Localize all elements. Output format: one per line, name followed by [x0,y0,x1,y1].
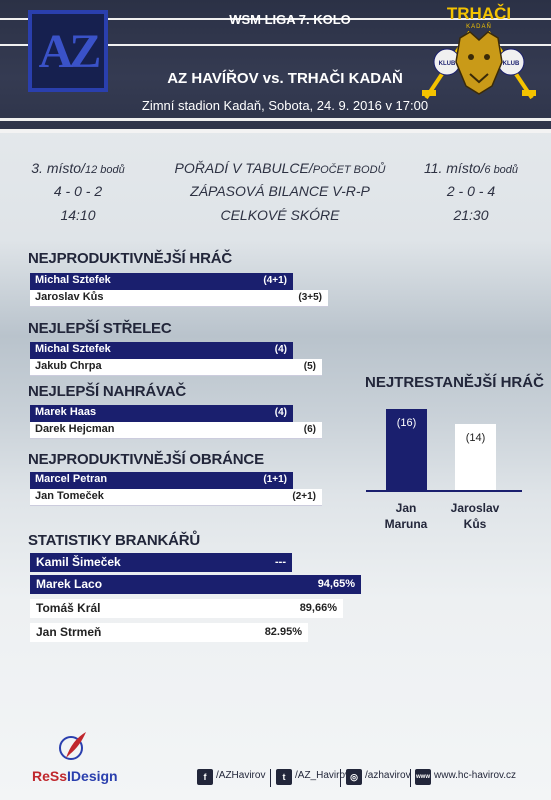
penalty-bar-home: (16) [386,409,427,491]
stat-value: (3+5) [298,292,322,303]
goalie-name: Tomáš Král [36,601,101,615]
goalie-value: 82.95% [264,626,302,638]
penalty-value: (14) [465,432,486,444]
header-stripe [0,44,551,46]
svg-text:KLUB: KLUB [503,61,520,67]
home-record: 4 - 0 - 2 [53,183,103,199]
stat-value: (4) [274,344,287,355]
penalty-value: (16) [396,417,417,429]
goalie-row-away: Tomáš Král 89,66% [30,599,343,618]
player-name: Michal Sztefek [35,274,111,286]
footer-separator [410,769,411,787]
goalie-name: Kamil Šimeček [36,555,121,569]
penalty-bar-away: (14) [455,424,496,491]
footer-separator [340,769,341,787]
web-icon[interactable]: www [415,769,431,785]
goalie-row-home: Marek Laco 94,65% [30,575,361,594]
goalie-name: Marek Laco [36,577,103,591]
facebook-link[interactable]: /AZHavirov [216,770,266,781]
stat-bar-away: Darek Hejcman (6) [30,422,322,439]
away-score: 21:30 [453,207,489,223]
stat-value: (1+1) [263,474,287,485]
ressi-design-feather-icon [59,732,86,760]
stat-bar-away: Jan Tomeček (2+1) [30,489,322,506]
player-name: Marcel Petran [35,473,108,485]
goalie-name: Jan Strmeň [36,625,102,639]
section-title-most-productive: NEJPRODUKTIVNĚJŠÍ HRÁČ [28,250,232,267]
az-havirov-logo: AZ [28,10,108,92]
instagram-icon[interactable]: ◎ [346,769,362,785]
stat-value: (6) [303,424,316,435]
player-name: Marek Haas [35,406,97,418]
goalie-row-home: Kamil Šimeček --- [30,553,292,572]
match-info: Zimní stadion Kadaň, Sobota, 24. 9. 2016… [141,98,429,113]
penalty-player-home: Jan Maruna [384,501,428,531]
instagram-link[interactable]: /azhavirov [365,770,411,781]
facebook-icon[interactable]: f [197,769,213,785]
section-title-best-scorer: NEJLEPŠÍ STŘELEC [28,320,172,337]
penalty-baseline [366,490,522,492]
player-name: Jaroslav Kůs [35,291,104,303]
section-title-best-assister: NEJLEPŠÍ NAHRÁVAČ [28,383,187,400]
stat-value: (2+1) [292,491,316,502]
goalie-row-away: Jan Strmeň 82.95% [30,623,308,642]
label-standings: POŘADÍ V TABULCE/POČET BODŮ [174,160,386,176]
stat-bar-home: Michal Sztefek (4+1) [30,273,293,290]
goalie-value: 94,65% [317,578,355,590]
home-rank: 3. místo/12 bodů [31,160,125,176]
az-logo-text: AZ [38,25,102,78]
section-title-best-defenseman: NEJPRODUKTIVNĚJŠÍ OBRÁNCE [28,451,264,468]
player-name: Michal Sztefek [35,343,111,355]
section-title-goalies: STATISTIKY BRANKÁŘŮ [28,532,201,549]
twitter-link[interactable]: /AZ_Havirov [295,770,351,781]
stat-bar-home: Marcel Petran (1+1) [30,472,293,489]
header-stripe [0,118,551,121]
goalie-value: --- [275,556,286,568]
stat-bar-away: Jakub Chrpa (5) [30,359,322,376]
header-stripe [0,18,551,20]
trhaci-kadan-logo: KLUB KLUB [422,30,536,100]
label-record: ZÁPASOVÁ BILANCE V-R-P [190,183,370,199]
web-link[interactable]: www.hc-havirov.cz [434,770,517,781]
match-title: AZ HAVÍŘOV vs. TRHAČI KADAŇ [167,70,403,87]
player-name: Jakub Chrpa [35,360,102,372]
footer-separator [270,769,271,787]
away-rank: 11. místo/6 bodů [423,160,519,176]
player-name: Jan Tomeček [35,490,104,502]
goalie-value: 89,66% [299,602,337,614]
stat-bar-away: Jaroslav Kůs (3+5) [30,290,328,307]
label-score: CELKOVÉ SKÓRE [220,207,340,223]
penalty-player-away: Jaroslav Kůs [450,501,500,531]
player-name: Darek Hejcman [35,423,115,435]
trhaci-logo-text: TRHAČI [446,4,512,23]
ressi-design-brand: ReSsIDesign [32,768,118,784]
twitter-icon[interactable]: t [276,769,292,785]
away-record: 2 - 0 - 4 [446,183,496,199]
penalty-title: NEJTRESTANĚJŠÍ HRÁČ [365,374,544,391]
stat-value: (4+1) [263,275,287,286]
stat-value: (4) [274,407,287,418]
stat-value: (5) [303,361,316,372]
league-round-label: WSM LIGA 7. KOLO [229,12,351,27]
trhaci-logo-city: KADAŇ [466,24,492,30]
stat-bar-home: Michal Sztefek (4) [30,342,293,359]
home-score: 14:10 [60,207,96,223]
svg-text:KLUB: KLUB [439,61,456,67]
stat-bar-home: Marek Haas (4) [30,405,293,422]
